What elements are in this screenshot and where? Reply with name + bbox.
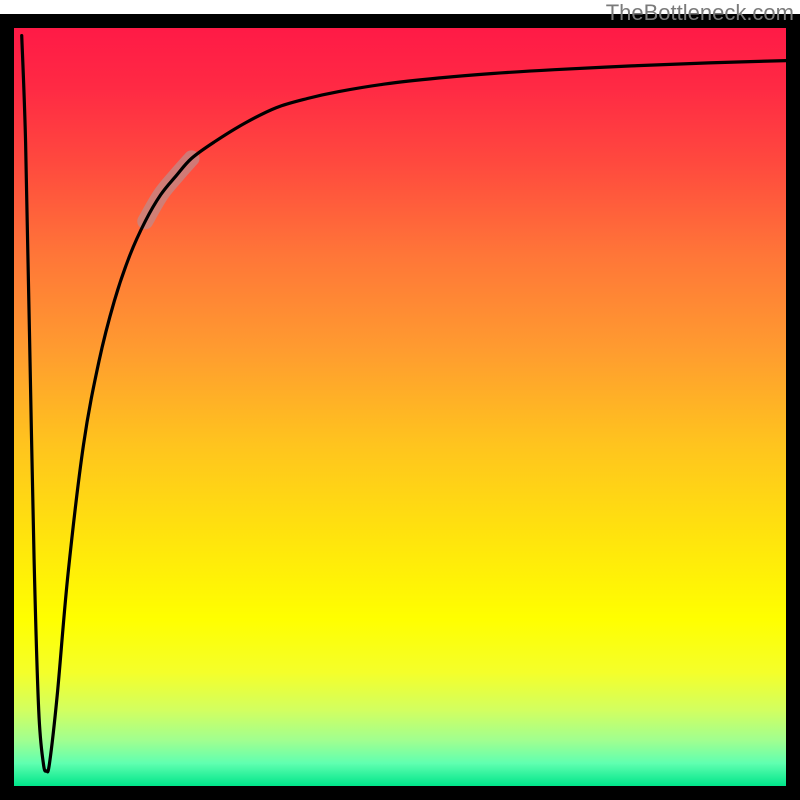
axis-right [786,14,800,800]
axis-bottom [0,786,800,800]
attribution-text: TheBottleneck.com [606,0,794,26]
axis-left [0,14,14,800]
chart-plot-area [14,28,786,786]
bottleneck-curve [14,28,786,786]
curve-path [22,36,786,772]
